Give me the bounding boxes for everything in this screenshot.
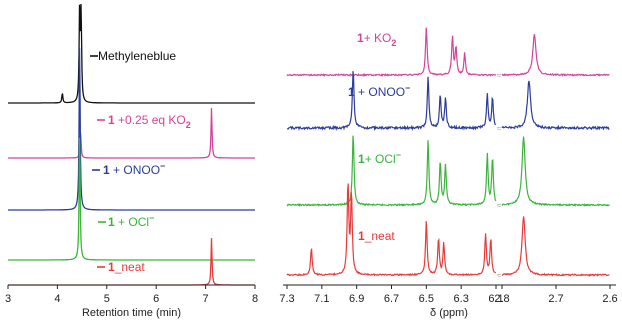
x-tick-label: 7.3 <box>279 293 294 305</box>
x-tick-label: 6 <box>153 293 159 305</box>
x-axis-title: δ (ppm) <box>430 307 468 319</box>
chromatogram-series-2: 1 +0.25 eq KO2 <box>8 108 255 159</box>
axis-break-icon: ≈ <box>497 201 502 210</box>
spectrum-label: 1+ OCl− <box>358 150 401 166</box>
axis-break-icon: ≈ <box>497 271 502 280</box>
chromatogram-series-5: 1_neat <box>8 238 255 286</box>
x-tick-label: 6.9 <box>349 293 364 305</box>
chromatogram-series-4: 1 + OCl− <box>8 137 255 261</box>
nmr-series-3: ≈1+ OCl− <box>286 135 610 210</box>
trace-label-text: + OCl <box>115 215 149 229</box>
chromatogram-trace <box>8 108 255 159</box>
trace-label-subscript: 2 <box>186 120 191 130</box>
spectrum-label-text: _neat <box>364 229 396 243</box>
x-tick-label: 4 <box>54 293 60 305</box>
chromatogram-trace <box>8 137 255 261</box>
spectrum-label-superscript: − <box>396 150 401 160</box>
trace-label: Methyleneblue <box>98 49 176 63</box>
x-tick-label: 7 <box>203 293 209 305</box>
spectrum-label-subscript: 2 <box>391 38 396 48</box>
nmr-series-4: ≈1_neat <box>286 183 610 280</box>
x-tick-label: 8 <box>252 293 258 305</box>
x-axis-title: Retention time (min) <box>82 307 181 319</box>
trace-label-compound-number: 1 <box>108 113 115 127</box>
trace-label-compound-number: 1 <box>108 215 115 229</box>
spectrum-label: 1+ KO2 <box>357 31 396 48</box>
trace-label-text: Methyleneblue <box>98 49 176 63</box>
trace-label-text: +0.25 eq KO <box>115 113 186 127</box>
trace-label: 1 + OCl− <box>108 213 154 229</box>
trace-label-text: _neat <box>114 260 146 274</box>
chromatogram-trace <box>8 3 255 104</box>
trace-label-compound-number: 1 <box>103 163 110 177</box>
axis-break-icon: ≈ <box>497 124 502 133</box>
x-tick-label: 2.8 <box>494 293 509 305</box>
spectrum-label-compound-number: 1 <box>357 31 364 45</box>
x-tick-label: 2.7 <box>548 293 563 305</box>
nmr-trace <box>286 183 496 277</box>
nmr-trace <box>286 27 497 78</box>
nmr-trace <box>501 34 610 77</box>
nmr-series-2: ≈1 + ONOO− <box>286 71 610 133</box>
chromatogram-series-1: Methyleneblue <box>8 3 255 104</box>
spectrum-label: 1_neat <box>358 229 395 243</box>
spectrum-label-compound-number: 1 <box>348 85 355 99</box>
x-tick-label: 3 <box>5 293 11 305</box>
trace-label-superscript: − <box>149 213 154 223</box>
x-tick-label: 6.1 <box>488 293 503 305</box>
x-axis: 7.3 7.1 6.9 6.7 6.5 6.3 6.12.8 2.7 2.6 δ (ppm) <box>279 284 618 319</box>
spectrum-label-text: + OCl <box>365 152 396 166</box>
spectrum-label-superscript: − <box>405 83 410 93</box>
trace-label-text: + ONOO <box>110 163 160 177</box>
trace-label: 1 +0.25 eq KO2 <box>108 113 191 130</box>
spectrum-label: 1 + ONOO− <box>348 83 410 99</box>
axis-break-icon: ≈ <box>497 71 502 80</box>
trace-label: 1_neat <box>108 260 145 274</box>
trace-label-compound-number: 1 <box>108 260 115 274</box>
x-tick-label: 6.5 <box>419 293 434 305</box>
x-tick-label: 6.3 <box>454 293 469 305</box>
chromatogram-trace <box>8 47 255 211</box>
nmr-trace <box>286 135 497 207</box>
spectrum-label-text: + ONOO <box>355 85 405 99</box>
trace-label: 1 + ONOO− <box>103 161 165 177</box>
nmr-series-1: ≈1+ KO2 <box>286 27 610 80</box>
spectrum-label-compound-number: 1 <box>358 152 365 166</box>
spectrum-label-compound-number: 1 <box>358 229 365 243</box>
trace-label-superscript: − <box>160 161 165 171</box>
spectrum-label-text: + KO <box>364 31 392 45</box>
x-tick-label: 5 <box>104 293 110 305</box>
nmr-trace <box>501 136 610 207</box>
nmr-trace <box>286 71 496 132</box>
nmr-trace <box>501 80 610 131</box>
x-tick-label: 2.6 <box>602 293 617 305</box>
x-axis: 3 4 5 6 7 8 Retention time (min) <box>5 284 258 319</box>
nmr-trace <box>501 216 610 277</box>
x-tick-label: 7.1 <box>314 293 329 305</box>
chromatogram-series-3: 1 + ONOO− <box>8 47 255 211</box>
x-tick-label: 6.7 <box>384 293 399 305</box>
